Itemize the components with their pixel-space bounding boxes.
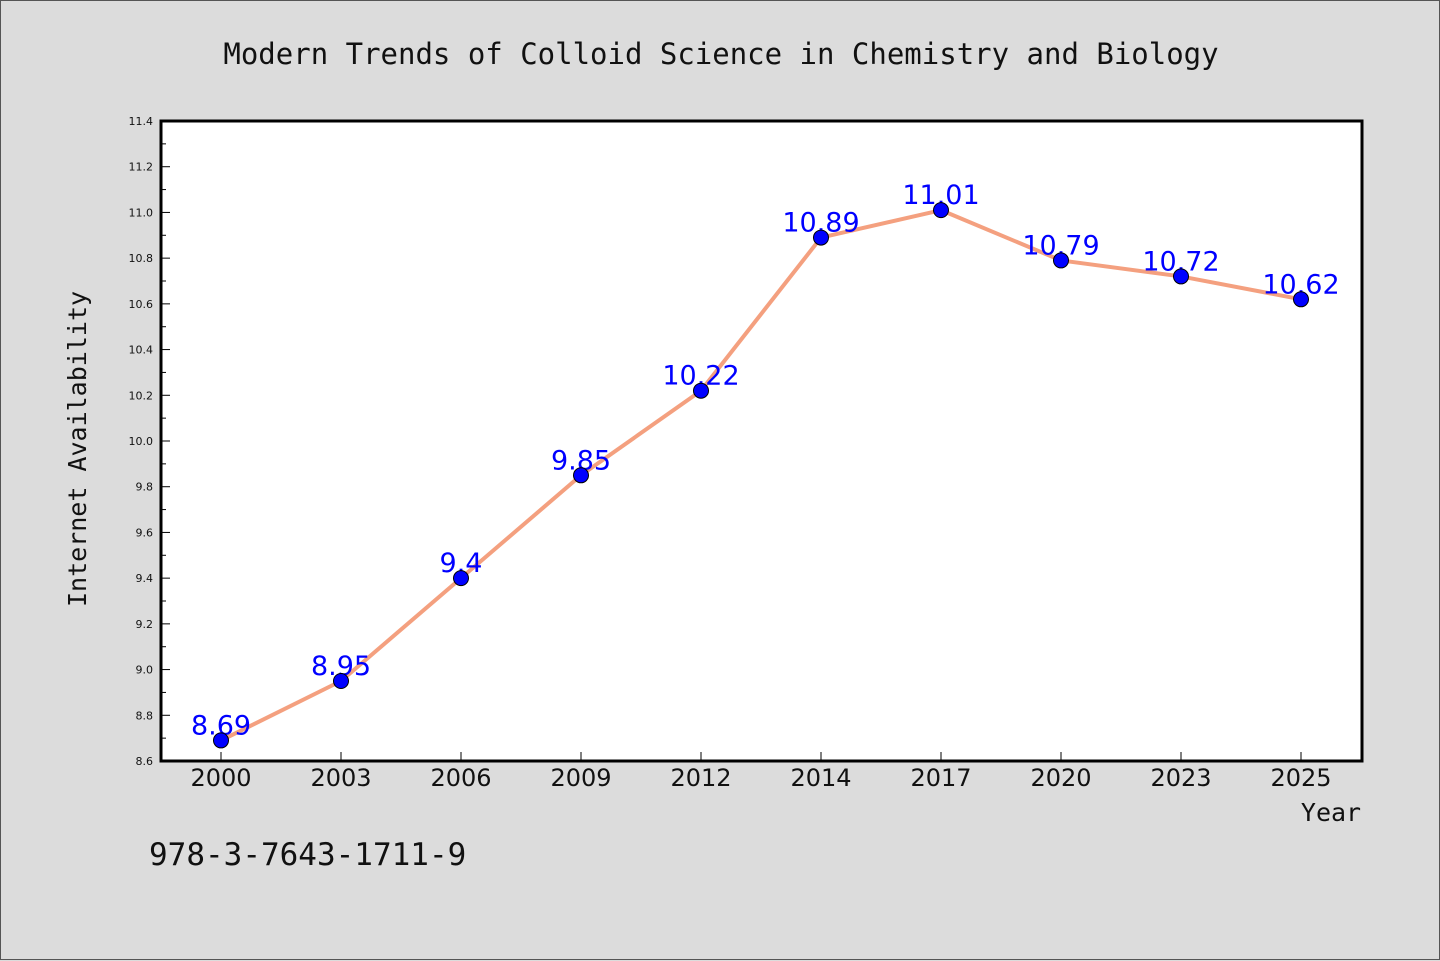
x-tick-label: 2020	[1030, 764, 1091, 792]
y-tick-label: 10.4	[129, 344, 154, 357]
y-tick-label: 11.4	[129, 115, 154, 128]
x-tick-label: 2023	[1150, 764, 1211, 792]
data-point	[453, 570, 469, 587]
x-tick-label: 2025	[1270, 764, 1331, 792]
chart-title: Modern Trends of Colloid Science in Chem…	[223, 37, 1218, 71]
y-tick-label: 9.2	[136, 618, 154, 631]
x-axis-label: Year	[1301, 798, 1361, 827]
data-point	[1293, 291, 1309, 308]
y-tick-label: 9.8	[136, 481, 154, 494]
x-tick-label: 2017	[910, 764, 971, 792]
data-point	[213, 732, 229, 749]
y-tick-label: 8.8	[136, 709, 154, 722]
data-point	[693, 382, 709, 399]
x-tick-label: 2012	[670, 764, 731, 792]
x-tick-label: 2014	[790, 764, 851, 792]
data-point	[933, 202, 949, 219]
x-tick-label: 2009	[550, 764, 611, 792]
isbn-footnote: 978-3-7643-1711-9	[149, 837, 466, 873]
x-tick-label: 2003	[310, 764, 371, 792]
y-tick-label: 9.4	[136, 572, 154, 585]
series-line	[219, 208, 1303, 743]
y-tick-label: 10.0	[129, 435, 154, 448]
y-tick-label: 10.6	[129, 298, 154, 311]
y-tick-label: 11.2	[129, 161, 154, 174]
y-tick-label: 10.8	[129, 252, 154, 265]
y-tick-label: 10.2	[129, 389, 154, 402]
y-tick-label: 9.6	[136, 526, 154, 539]
data-point	[1173, 268, 1189, 285]
y-tick-label: 8.6	[136, 755, 154, 768]
data-point	[573, 467, 589, 484]
y-axis-label: Internet Availability	[63, 291, 92, 607]
data-point	[333, 673, 349, 689]
series-layer: 8.698.959.49.8510.2210.8911.0110.7910.72…	[191, 180, 1340, 749]
data-point	[813, 229, 829, 246]
y-tick-label: 9.0	[136, 664, 154, 677]
data-point	[1053, 252, 1069, 269]
axis-ticks: 8.6 8.8 9.0 9.2 9.4 9.6 9.8 10.0 10.2 10.4 10.6 10.…	[129, 115, 1332, 792]
x-tick-label: 2000	[190, 764, 251, 792]
plot-area	[161, 121, 1362, 761]
plot-border	[159, 119, 1364, 763]
y-tick-label: 11.0	[129, 206, 154, 219]
x-tick-label: 2006	[430, 764, 491, 792]
